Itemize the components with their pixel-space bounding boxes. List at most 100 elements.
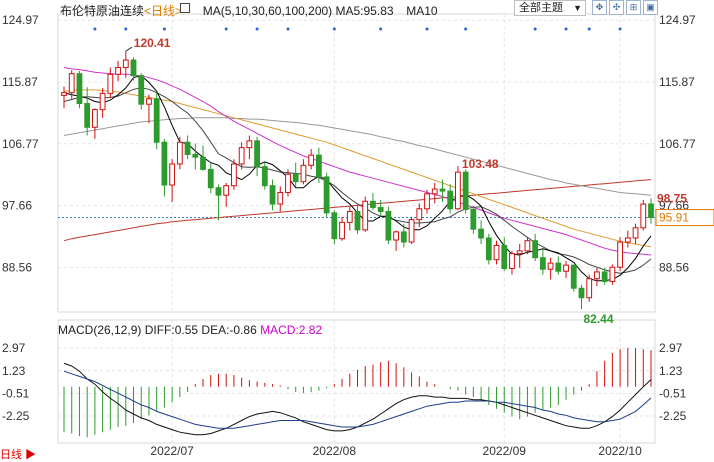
macd-y-tick-right: 1.23 [659, 364, 683, 378]
candle-body [238, 147, 245, 165]
candle-body [138, 75, 145, 105]
event-marker [618, 27, 622, 31]
candle-body [400, 231, 407, 243]
y-tick-left: 115.87 [2, 75, 38, 89]
mid-high-label: 103.48 [462, 157, 499, 171]
expand-icon[interactable]: ✥ [592, 0, 607, 15]
dea-line [63, 370, 652, 429]
candle-body [509, 253, 515, 270]
candle-body [563, 264, 569, 272]
macd-y-tick-left: -2.25 [2, 409, 30, 423]
event-marker [587, 27, 591, 31]
candle-body [339, 221, 345, 240]
candle-body [153, 98, 160, 143]
main-plot-frame [57, 13, 656, 313]
candle-body [215, 187, 222, 196]
ma5-line [63, 75, 652, 282]
candle-body [532, 240, 539, 259]
event-marker [379, 27, 383, 31]
theme-dropdown[interactable]: 全部主题 ▼ [514, 0, 586, 16]
ma-toggle-checkbox[interactable] [180, 3, 190, 13]
candle-body [107, 73, 114, 94]
event-marker [564, 27, 568, 31]
candle-body [617, 241, 623, 268]
candle-body [223, 185, 230, 196]
candle-body [292, 173, 299, 183]
candle-body [493, 244, 500, 261]
chevron-down-icon: ▼ [573, 3, 582, 13]
event-marker [162, 27, 166, 31]
candle-body [478, 228, 484, 239]
candles [61, 51, 654, 310]
chart-title-bar: 布伦特原油连续<日线> MA(5,10,30,60,100,200) MA5:9… [60, 2, 438, 19]
candle-body [169, 163, 176, 186]
event-marker [332, 27, 336, 31]
period-tag[interactable]: 日线 ▶ [0, 446, 36, 462]
event-marker [224, 27, 228, 31]
candle-body [640, 203, 647, 229]
theme-label: 全部主题 [519, 2, 563, 14]
candle-body [300, 164, 307, 183]
event-marker [124, 27, 128, 31]
y-tick-left: 88.56 [2, 260, 32, 274]
candle-body [447, 190, 454, 210]
current-price-box [655, 209, 714, 227]
candle-body [485, 237, 492, 261]
event-marker [533, 27, 537, 31]
candle-body [254, 140, 260, 168]
candle-body [370, 200, 376, 208]
candle-body [586, 278, 593, 299]
period-tag-label: 日线 [0, 449, 22, 461]
candle-body [92, 109, 98, 128]
event-marker [464, 27, 468, 31]
macd-y-tick-right: 2.97 [659, 341, 683, 355]
candle-body [609, 266, 616, 282]
candle-body [462, 171, 469, 210]
candle-body [632, 227, 639, 239]
macd-label[interactable]: MACD(26,12,9) [58, 323, 142, 337]
fullscreen-icon[interactable]: ⊞ [626, 0, 641, 15]
x-tick-label: 2022/10 [598, 444, 642, 458]
candle-body [261, 166, 268, 187]
x-tick-label: 2022/08 [313, 444, 357, 458]
ma30-line [63, 67, 652, 256]
candle-body [146, 98, 152, 105]
macd-plot-frame [57, 319, 656, 444]
annotations: 120.41 103.48 82.44 98.75 95.91 [125, 36, 714, 326]
macd-y-tick-right: -2.25 [659, 409, 687, 423]
candle-body [269, 185, 276, 205]
y-tick-left: 124.97 [2, 13, 39, 27]
candle-body [570, 264, 577, 289]
ma5-readout: MA5:95.83 [335, 4, 394, 18]
candle-body [354, 210, 361, 231]
last-label: 98.75 [657, 191, 687, 205]
macd-y-tick-left: 1.23 [2, 364, 26, 378]
candle-body [455, 171, 461, 210]
instrument-name: 布伦特原油连续 [60, 4, 145, 18]
ma-settings-label[interactable]: MA(5,10,30,60,100,200) [202, 4, 333, 18]
window-icon[interactable]: ▣ [643, 0, 658, 15]
shrink-icon[interactable]: ✣ [609, 0, 624, 15]
x-tick-label: 2022/09 [483, 444, 527, 458]
y-tick-right: 106.77 [659, 137, 696, 151]
y-tick-left: 97.66 [2, 199, 32, 213]
candle-body [578, 287, 585, 299]
macd-lines [63, 362, 652, 436]
macd-y-tick-left: -0.51 [2, 386, 30, 400]
candle-body [601, 271, 608, 282]
candle-body [246, 140, 253, 149]
candle-body [122, 59, 129, 69]
event-marker [425, 27, 429, 31]
event-marker [286, 27, 290, 31]
candle-body [84, 103, 91, 128]
candle-body [200, 156, 206, 170]
candle-body [470, 208, 477, 230]
candle-body [393, 231, 400, 241]
candle-body [331, 212, 338, 240]
candle-body [176, 141, 183, 165]
frequency-selector[interactable]: <日线> [144, 4, 183, 18]
macd-y-tick-right: -0.51 [659, 386, 687, 400]
candle-body [501, 244, 508, 270]
candle-body [624, 237, 631, 243]
ma60-line [63, 89, 652, 248]
